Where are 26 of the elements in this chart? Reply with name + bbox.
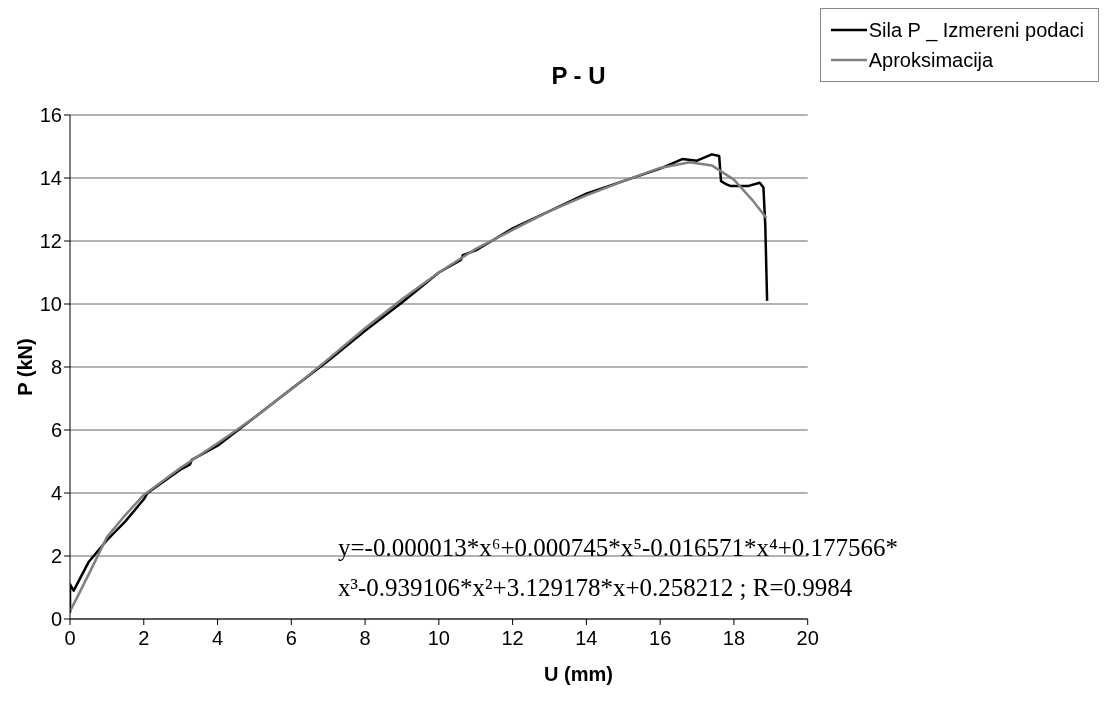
x-tick-label: 16	[649, 627, 672, 650]
x-tick-label: 14	[575, 627, 598, 650]
x-tick-label: 20	[796, 627, 819, 650]
y-tick-label: 2	[50, 545, 62, 568]
x-tick-label: 18	[722, 627, 746, 650]
y-tick-label: 14	[39, 167, 62, 190]
chart-title: P - U	[551, 62, 606, 89]
y-tick-label: 4	[50, 482, 62, 505]
legend-label: Aproksimacija	[868, 48, 994, 73]
y-tick-label: 8	[50, 356, 62, 379]
x-tick-label: 10	[427, 627, 450, 650]
x-tick-label: 2	[138, 627, 150, 650]
x-tick-label: 6	[285, 627, 297, 650]
y-tick-label: 12	[39, 230, 62, 253]
x-tick-label: 4	[211, 627, 224, 650]
legend-label: Sila P _ Izmereni podaci	[868, 18, 1084, 44]
y-tick-label: 6	[50, 419, 62, 442]
x-axis-title: U (mm)	[543, 663, 614, 686]
y-tick-label: 16	[39, 104, 62, 127]
x-tick-label: 8	[359, 627, 371, 650]
x-tick-label: 12	[501, 627, 524, 650]
y-axis-title: P (kN)	[13, 338, 37, 396]
annotation: y=-0.000013*x⁶+0.000745*x⁵-0.016571*x⁴+0.177566*x³-0.939106*x²+3.129178*x+0.258212 ; R=0.9984	[338, 533, 900, 603]
x-tick-label: 0	[64, 627, 76, 650]
y-tick-label: 10	[39, 293, 62, 316]
y-tick-label: 0	[50, 608, 62, 631]
